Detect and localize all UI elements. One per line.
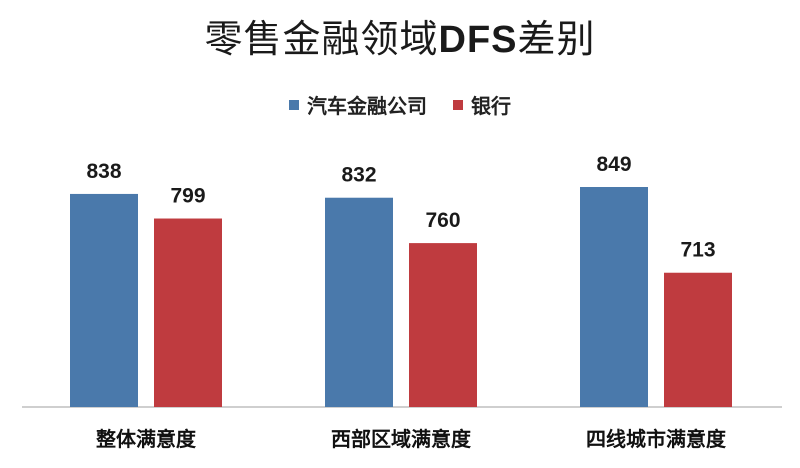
legend-label-auto-finance: 汽车金融公司 [307, 94, 427, 118]
chart-title-main: 零售金融领域 [204, 17, 439, 61]
legend-item-bank: 银行 [453, 90, 511, 119]
data-label-bank-1: 760 [425, 209, 460, 232]
chart-title-tail: 差别 [517, 17, 596, 61]
category-label-2: 四线城市满意度 [586, 427, 727, 451]
legend-swatch-auto-finance [289, 99, 299, 110]
bar-auto-finance-1 [325, 197, 393, 407]
chart-title: 零售金融领域DFS差别 [0, 8, 800, 63]
category-label-0: 整体满意度 [95, 427, 197, 451]
data-label-auto-finance-0: 838 [86, 160, 121, 183]
bar-bank-2 [664, 272, 732, 407]
legend-label-bank: 银行 [471, 94, 511, 118]
legend-item-auto-finance: 汽车金融公司 [289, 90, 427, 119]
bar-auto-finance-2 [580, 187, 648, 407]
chart-title-dfs: DFS [438, 19, 518, 61]
data-label-bank-2: 713 [680, 239, 715, 262]
data-label-auto-finance-1: 832 [341, 164, 376, 187]
bar-bank-0 [154, 218, 222, 407]
data-label-bank-0: 799 [170, 185, 205, 208]
bar-auto-finance-0 [70, 193, 138, 407]
legend-swatch-bank [453, 99, 463, 110]
category-label-1: 西部区域满意度 [331, 427, 472, 451]
bar-bank-1 [409, 243, 477, 407]
data-label-auto-finance-2: 849 [596, 153, 631, 176]
legend: 汽车金融公司 银行 [0, 90, 800, 119]
